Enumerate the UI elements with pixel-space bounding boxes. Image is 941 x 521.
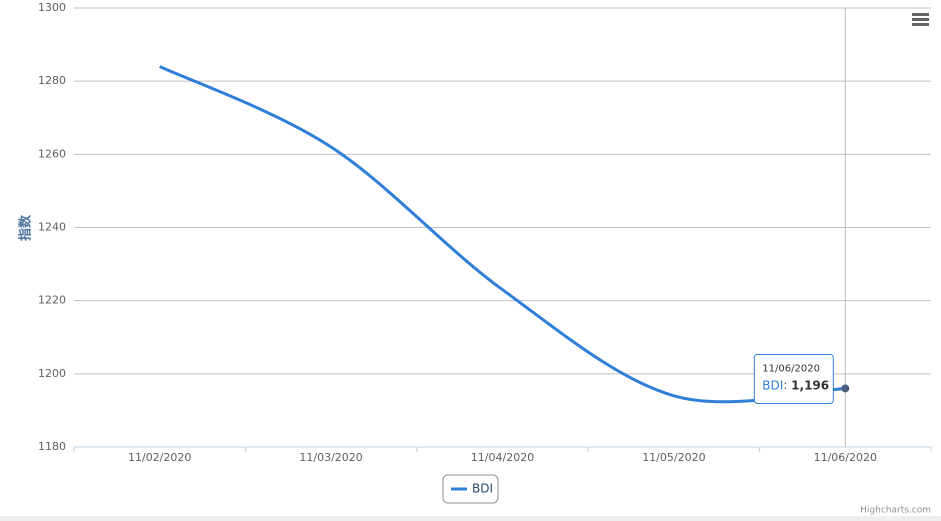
hover-marker	[841, 384, 850, 393]
y-axis-title: 指数	[18, 214, 34, 241]
x-tick-label: 11/03/2020	[299, 451, 362, 464]
y-tick-label: 1200	[38, 367, 66, 380]
bottom-edge	[0, 516, 941, 521]
menu-bar	[912, 13, 929, 16]
x-tick-label: 11/06/2020	[814, 451, 877, 464]
menu-bar	[912, 23, 929, 26]
legend-box	[442, 474, 499, 504]
y-tick-label: 1300	[38, 1, 66, 14]
legend[interactable]: BDI	[442, 474, 499, 504]
x-tick-label: 11/04/2020	[471, 451, 534, 464]
y-tick-label: 1220	[38, 294, 66, 307]
y-tick-label: 1180	[38, 440, 66, 453]
credits[interactable]: Highcharts.com	[860, 506, 931, 516]
y-tick-label: 1280	[38, 74, 66, 87]
legend-label: BDI	[472, 482, 493, 496]
x-tick-label: 11/05/2020	[642, 451, 705, 464]
tooltip-value: 1,196	[791, 378, 829, 392]
y-tick-label: 1260	[38, 147, 66, 160]
menu-button[interactable]	[912, 13, 929, 26]
tooltip-series-name: BDI	[762, 378, 783, 392]
y-tick-label: 1240	[38, 221, 66, 234]
series-line	[159, 65, 846, 404]
x-tick-label: 11/02/2020	[128, 451, 191, 464]
tooltip-body: BDI: 1,196	[762, 378, 829, 392]
tooltip: 11/06/2020 BDI: 1,196	[753, 353, 834, 404]
menu-bar	[912, 18, 929, 21]
tooltip-header: 11/06/2020	[762, 363, 820, 374]
tooltip-box	[753, 353, 834, 404]
